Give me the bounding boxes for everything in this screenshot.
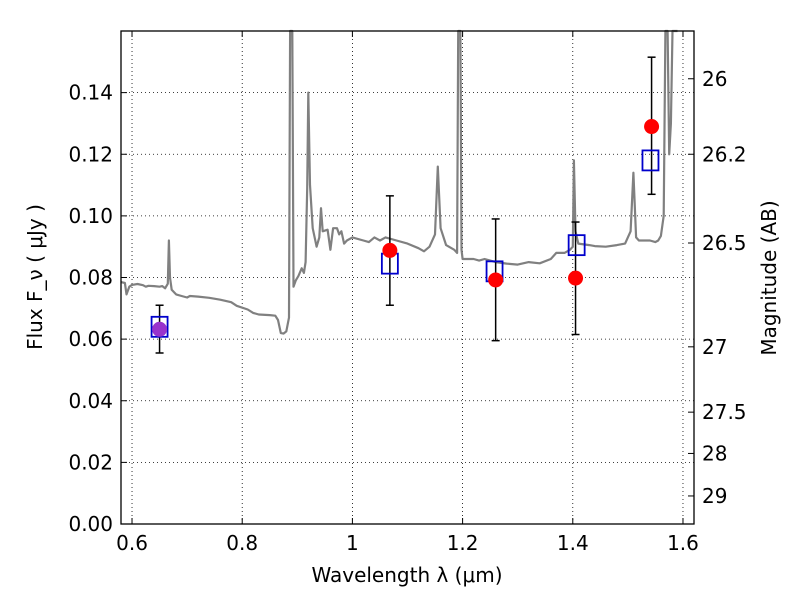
y-tick-label: 0.02 (68, 450, 113, 474)
observed-flux-marker (382, 242, 398, 258)
right-tick-label: 27.5 (702, 400, 747, 424)
y-tick-label: 0.06 (68, 327, 113, 351)
observed-flux-marker (488, 272, 504, 288)
right-tick-label: 26 (702, 67, 727, 91)
right-tick-label: 27 (702, 335, 727, 359)
x-tick-label: 0.6 (116, 531, 148, 555)
right-tick-label: 26.5 (702, 231, 747, 255)
model-flux-marker (567, 234, 586, 257)
y-tick-label: 0.14 (68, 81, 113, 105)
y-tick-label: 0.12 (68, 142, 113, 166)
x-tick-label: 1.2 (447, 531, 479, 555)
right-tick-label: 26.2 (702, 142, 747, 166)
x-tick-label: 1.6 (667, 531, 699, 555)
observed-flux-marker (644, 119, 660, 135)
observed-flux-marker (568, 270, 584, 286)
y-axis-title: Flux F_ν ( μJy ) (23, 204, 47, 350)
tick-labels: 0.6 0.8 1 1.2 1.4 1.6 0.00 0.02 0.04 0.06 0.08 0.10… (68, 67, 746, 555)
observed-flux-marker (152, 321, 168, 337)
y-tick-label: 0.04 (68, 389, 113, 413)
x-tick-label: 1.4 (557, 531, 589, 555)
right-tick-label: 28 (702, 441, 727, 465)
x-tick-label: 1 (346, 531, 359, 555)
y-tick-label: 0.10 (68, 204, 113, 228)
right-axis-title: Magnitude (AB) (757, 200, 781, 355)
right-tick-label: 29 (702, 484, 727, 508)
y-tick-label: 0.00 (68, 512, 113, 536)
y-tick-label: 0.08 (68, 266, 113, 290)
model-flux-marker (150, 315, 169, 338)
x-tick-label: 0.8 (226, 531, 258, 555)
model-flux-marker (641, 149, 660, 172)
x-axis-title: Wavelength λ (μm) (311, 563, 502, 587)
observed-flux-layer (152, 119, 660, 337)
axis-ticks (121, 31, 694, 525)
